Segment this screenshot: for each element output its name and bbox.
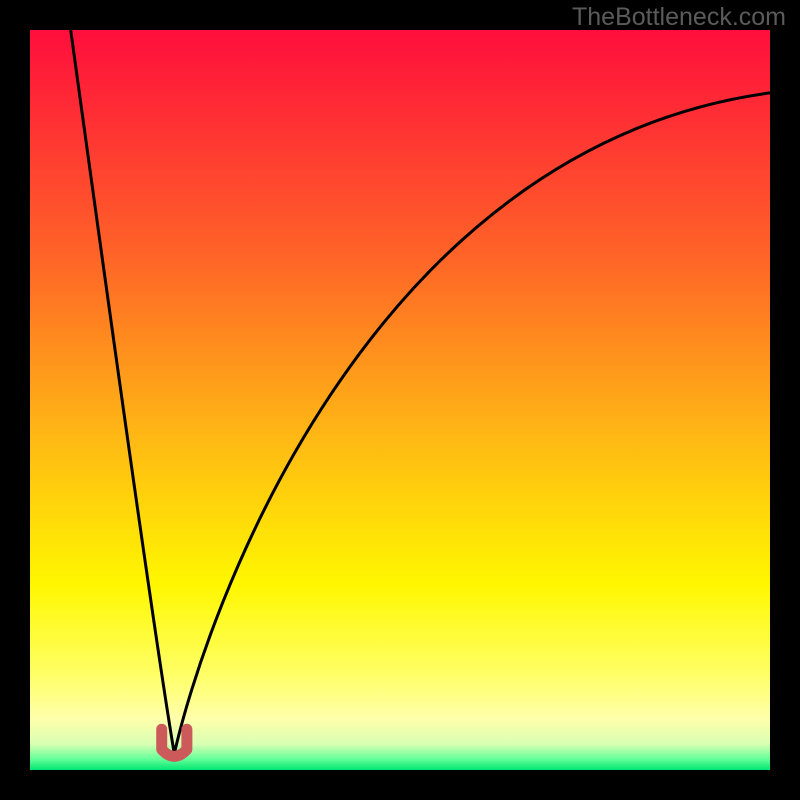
chart-stage: TheBottleneck.com xyxy=(0,0,800,800)
plot-area xyxy=(30,30,770,770)
gradient-background xyxy=(30,30,770,770)
watermark-text: TheBottleneck.com xyxy=(572,3,786,32)
plot-svg xyxy=(30,30,770,770)
